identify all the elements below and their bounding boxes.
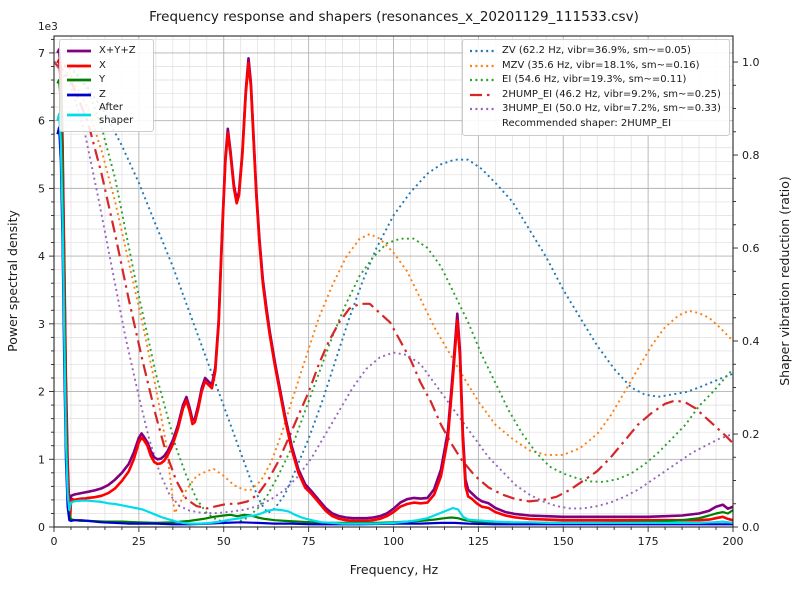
x-axis-label: Frequency, Hz bbox=[350, 562, 439, 577]
series-mzv bbox=[54, 61, 733, 515]
legend-item-after-shaper: After shaper bbox=[66, 102, 145, 127]
y-right-tick-label: 1.0 bbox=[742, 56, 760, 69]
series-2hump-ei bbox=[54, 61, 733, 510]
chart-title: Frequency response and shapers (resonanc… bbox=[149, 9, 639, 25]
x-tick-label: 0 bbox=[51, 535, 58, 548]
x-tick-label: 125 bbox=[468, 535, 489, 548]
legend-item-label: Y bbox=[99, 74, 106, 85]
legend-item-label: MZV (35.6 Hz, vibr=18.1%, sm~=0.16) bbox=[502, 59, 700, 71]
legend-item-label: After shaper bbox=[99, 102, 134, 126]
y-left-tick-label: 4 bbox=[38, 250, 45, 263]
legend-line-swatch bbox=[470, 93, 494, 96]
legend-line-swatch bbox=[67, 78, 91, 82]
legend-line-swatch bbox=[470, 79, 494, 82]
legend-item-2hump_ei: 2HUMP_EI (46.2 Hz, vibr=9.2%, sm~=0.25) bbox=[469, 88, 721, 103]
x-tick-label: 200 bbox=[723, 535, 744, 548]
legend-item-label: ZV (62.2 Hz, vibr=36.9%, sm~=0.05) bbox=[502, 45, 691, 56]
y-left-tick-label: 1 bbox=[38, 453, 45, 466]
axis-ticks bbox=[49, 38, 738, 532]
y-left-tick-label: 0 bbox=[38, 521, 45, 534]
legend-item-y: Y bbox=[66, 73, 145, 88]
legend-item-x: X bbox=[66, 59, 145, 74]
x-tick-label: 50 bbox=[217, 535, 231, 548]
series-z bbox=[56, 126, 733, 526]
y-left-tick-label: 3 bbox=[38, 318, 45, 331]
legend-item-x-y-z: X+Y+Z bbox=[66, 44, 145, 59]
recommended-shaper-note: Recommended shaper: 2HUMP_EI bbox=[502, 117, 672, 129]
legend-axes: X+Y+Z X Y Z After shaper bbox=[59, 39, 154, 132]
y-left-tick-label: 2 bbox=[38, 386, 45, 399]
legend-item-3hump_ei: 3HUMP_EI (50.0 Hz, vibr=7.2%, sm~=0.33) bbox=[469, 102, 721, 117]
legend-line-swatch bbox=[67, 113, 91, 116]
y-right-tick-label: 0.4 bbox=[742, 335, 760, 348]
x-tick-label: 75 bbox=[302, 535, 316, 548]
y-right-tick-label: 0.8 bbox=[742, 149, 760, 162]
legend-line-swatch bbox=[67, 93, 91, 97]
y-left-tick-label: 6 bbox=[38, 115, 45, 128]
legend-line-swatch bbox=[470, 64, 494, 67]
axis-tick-labels: 0 25 50 75 100 125 150 175 200 0 1 2 3 4 5 6 7 0.0 0.2 0.4 0… bbox=[38, 47, 760, 548]
y-left-tick-label: 5 bbox=[38, 182, 45, 195]
legend-line-swatch bbox=[67, 64, 91, 68]
legend-item-label: EI (54.6 Hz, vibr=19.3%, sm~=0.11) bbox=[502, 74, 687, 85]
grid-lines bbox=[54, 36, 733, 527]
legend-shapers: ZV (62.2 Hz, vibr=36.9%, sm~=0.05) MZV (3… bbox=[462, 39, 730, 136]
chart-series bbox=[54, 48, 733, 526]
x-tick-label: 175 bbox=[638, 535, 659, 548]
series-after-shaper bbox=[56, 112, 733, 525]
y-left-axis-label: Power spectral density bbox=[5, 210, 20, 352]
y-right-tick-label: 0.2 bbox=[742, 428, 760, 441]
series-3hump-ei bbox=[54, 61, 733, 515]
y-right-tick-label: 0.6 bbox=[742, 242, 760, 255]
legend-line-swatch bbox=[470, 108, 494, 111]
y-left-offset-label: 1e3 bbox=[38, 21, 58, 33]
y-right-tick-label: 0.0 bbox=[742, 521, 760, 534]
series-x bbox=[56, 58, 733, 523]
x-tick-label: 100 bbox=[383, 535, 404, 548]
series-ei bbox=[54, 61, 733, 524]
series-y bbox=[56, 78, 733, 524]
legend-item-label: X+Y+Z bbox=[99, 45, 136, 56]
legend-item-label: 2HUMP_EI (46.2 Hz, vibr=9.2%, sm~=0.25) bbox=[502, 88, 721, 100]
y-right-axis-label: Shaper vibration reduction (ratio) bbox=[777, 176, 792, 386]
x-tick-label: 150 bbox=[553, 535, 574, 548]
legend-line-swatch bbox=[470, 50, 494, 53]
series-zv bbox=[54, 61, 733, 515]
x-tick-label: 25 bbox=[132, 535, 146, 548]
legend-item-label: 3HUMP_EI (50.0 Hz, vibr=7.2%, sm~=0.33) bbox=[502, 103, 721, 114]
y-left-tick-label: 7 bbox=[38, 47, 45, 60]
legend-item-label: Z bbox=[99, 88, 106, 100]
legend-line-swatch bbox=[67, 49, 91, 53]
legend-item-ei: EI (54.6 Hz, vibr=19.3%, sm~=0.11) bbox=[469, 73, 721, 88]
legend-item-mzv: MZV (35.6 Hz, vibr=18.1%, sm~=0.16) bbox=[469, 59, 721, 74]
legend-item-label: X bbox=[99, 59, 106, 71]
legend-item-z: Z bbox=[66, 88, 145, 103]
legend-item-zv: ZV (62.2 Hz, vibr=36.9%, sm~=0.05) bbox=[469, 44, 721, 59]
